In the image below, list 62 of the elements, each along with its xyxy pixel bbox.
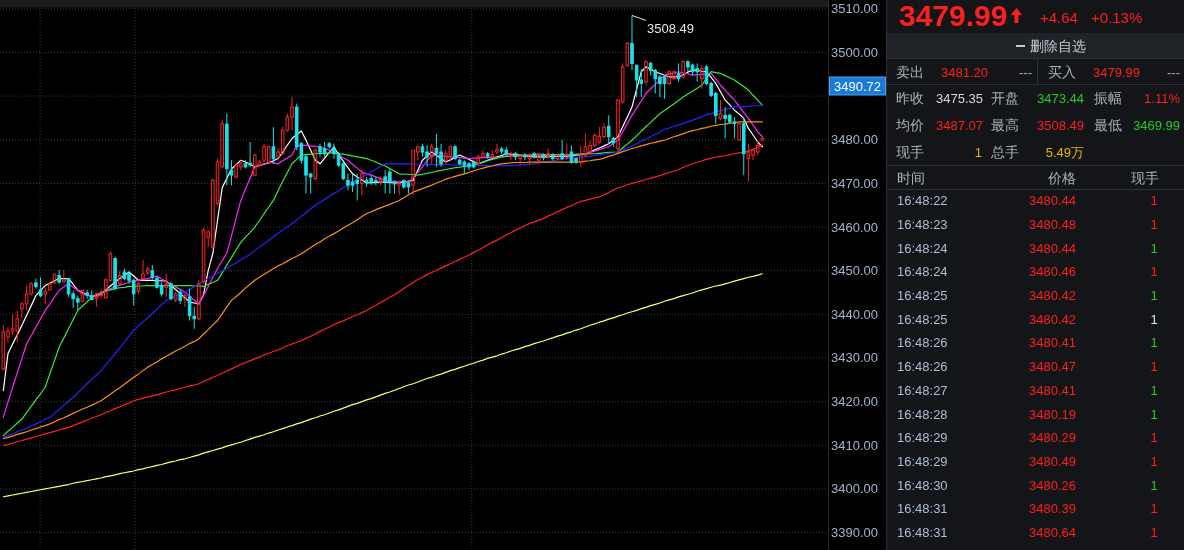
- value-label: 3508.49: [647, 20, 694, 36]
- y-tick-label: 3420.00: [831, 394, 878, 410]
- cell: 3480.29: [1029, 430, 1076, 446]
- row-label: 16:48:29: [897, 430, 948, 446]
- y-tick-label: 3400.00: [831, 481, 878, 497]
- cell: 1: [1150, 525, 1158, 540]
- column-label: 现手: [1131, 170, 1159, 186]
- cell: 1: [1150, 288, 1158, 303]
- cell: 1: [1150, 453, 1158, 469]
- cell: 1: [1150, 335, 1158, 351]
- row-label: 16:48:26: [897, 335, 948, 351]
- cell: 3480.26: [1029, 477, 1076, 493]
- y-tick-label: 3390.00: [831, 525, 878, 541]
- column-label: 价格: [1048, 170, 1076, 186]
- cell: 3480.44: [1029, 193, 1076, 209]
- cell: 1: [1150, 430, 1158, 446]
- cell: 1: [1150, 264, 1158, 280]
- y-tick-label: 3470.00: [831, 175, 878, 191]
- row-label: 16:48:28: [897, 406, 948, 422]
- cell: 1: [1150, 240, 1158, 256]
- y-tick-label: 3510.00: [831, 1, 878, 17]
- row-label: 16:48:24: [897, 240, 948, 256]
- y-tick-label: 3450.00: [831, 263, 878, 279]
- row-label: 16:48:26: [897, 359, 948, 375]
- row-label: 16:48:25: [897, 288, 948, 303]
- cell: 3480.19: [1029, 406, 1076, 422]
- cell: 1: [1150, 477, 1158, 493]
- y-tick-label: 3480.00: [831, 132, 878, 148]
- cell: 3480.47: [1029, 359, 1076, 375]
- cell: 3480.49: [1029, 453, 1076, 469]
- y-tick-label: 3460.00: [831, 219, 878, 235]
- cell: 3480.41: [1029, 382, 1076, 398]
- row-label: 16:48:27: [897, 382, 948, 398]
- y-tick-label: 3410.00: [831, 437, 878, 453]
- cell: 1: [1150, 193, 1158, 209]
- y-tick-label: 3440.00: [831, 306, 878, 322]
- row-label: 16:48:29: [897, 453, 948, 469]
- cell: 3480.46: [1029, 264, 1076, 280]
- cell: 3480.42: [1029, 311, 1076, 327]
- cell: 1: [1150, 501, 1158, 517]
- cell: 1: [1150, 311, 1158, 327]
- cell: 1: [1150, 359, 1158, 375]
- y-tick-label: 3500.00: [831, 45, 878, 60]
- axis-price-tag: 3490.72: [829, 76, 886, 96]
- cell: 3480.44: [1029, 240, 1076, 256]
- cell: 3480.42: [1029, 288, 1076, 303]
- y-tick-label: 3430.00: [831, 350, 878, 366]
- cell: 1: [1150, 382, 1158, 398]
- row-label: 16:48:31: [897, 501, 948, 517]
- row-label: 16:48:25: [897, 311, 948, 327]
- row-label: 16:48:24: [897, 264, 948, 280]
- cell: 3480.41: [1029, 335, 1076, 351]
- row-axis-title: 时间: [897, 170, 925, 186]
- cell: 3480.48: [1029, 216, 1076, 232]
- row-label: 16:48:30: [897, 477, 948, 493]
- row-label: 16:48:23: [897, 216, 948, 232]
- cell: 1: [1150, 216, 1158, 232]
- cell: 3480.64: [1029, 525, 1076, 540]
- row-label: 16:48:31: [897, 525, 948, 540]
- row-label: 16:48:22: [897, 193, 948, 209]
- cell: 3480.39: [1029, 501, 1076, 517]
- cell: 1: [1150, 406, 1158, 422]
